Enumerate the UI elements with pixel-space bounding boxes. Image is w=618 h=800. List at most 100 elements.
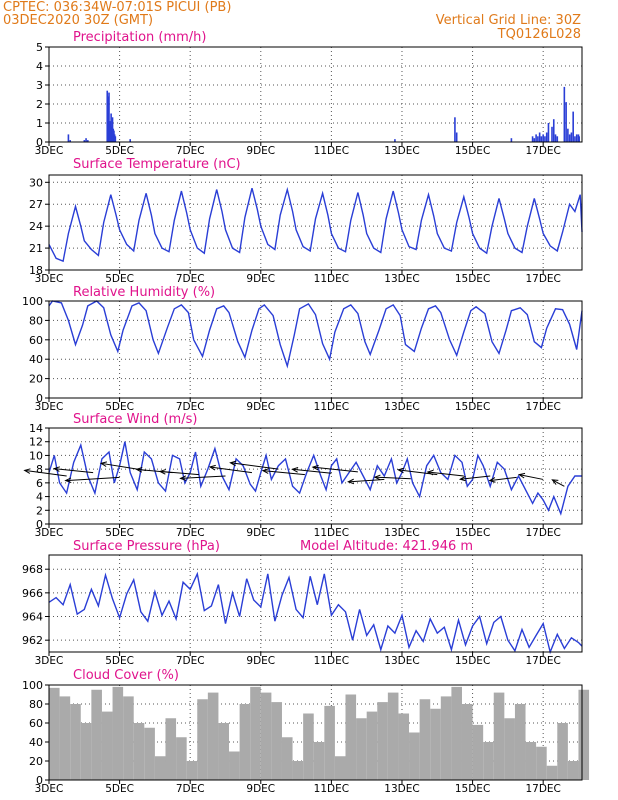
rh-ytick-label: 40 [29,353,43,366]
precip-bar [563,86,566,142]
precip-bar [106,90,109,142]
precip-bar [535,134,537,142]
wind-xtick-label: 9DEC [246,527,275,539]
precip-bar [542,134,544,142]
cloud-bar [250,686,261,780]
wind-xtick-label: 15DEC [455,527,490,539]
wind-ytick-label: 8 [36,463,43,476]
cloud-xtick-label: 7DEC [176,783,205,795]
cloud-bar [313,742,325,780]
pres-xtick-label: 3DEC [35,655,64,667]
wind-ytick-label: 12 [29,436,43,449]
wind-vector-head [229,460,237,467]
cloud-bar [218,723,230,780]
wind-vector [209,466,253,474]
wind-title: Surface Wind (m/s) [73,412,197,427]
temp-xtick-label: 3DEC [35,273,64,285]
precip-bar [572,111,574,142]
cloud-bar [461,704,473,780]
wind-vector [292,468,332,474]
cloud-bar [112,686,124,780]
precip-ytick-label: 3 [36,79,43,92]
precip-xtick-label: 5DEC [105,145,134,157]
rh-ytick-label: 100 [22,295,43,308]
cloud-xtick-label: 13DEC [384,783,419,795]
pres-subtitle: Model Altitude: 421.946 m [300,539,473,554]
precip-bar [565,102,567,142]
cloud-bar [123,696,134,780]
rh-xtick-label: 17DEC [525,401,560,413]
cloud-ytick-label: 100 [22,679,43,692]
cloud-bar [567,761,579,780]
cloud-xtick-label: 3DEC [35,783,64,795]
wind-vector [65,476,120,482]
precip-bar [578,136,580,142]
wind-vector [312,466,358,473]
precip-bar [455,132,458,142]
wind-xtick-label: 17DEC [525,527,560,539]
pres-xtick-label: 17DEC [525,655,560,667]
cloud-bar [281,737,293,780]
wind-vector [348,478,385,483]
precip-ytick-label: 5 [36,41,43,54]
wind-xtick-label: 5DEC [105,527,134,539]
pres-xtick-label: 5DEC [105,655,134,667]
cloud-bar [483,742,494,780]
cloud-bar [239,704,251,780]
pres-xtick-label: 7DEC [176,655,205,667]
wind-vector-head [64,477,72,484]
cloud-bar [271,702,282,780]
wind-vector-head [311,464,319,471]
wind-vector-head [426,469,434,476]
precip-bar [537,136,539,142]
cloud-bar [154,756,166,780]
precip-ytick-label: 4 [36,60,43,73]
cloud-xtick-label: 11DEC [314,783,349,795]
rh-ytick-label: 80 [29,314,43,327]
rh-xtick-label: 5DEC [105,401,134,413]
wind-vector-head [551,479,559,485]
precip-bar [574,136,576,142]
rh-title: Relative Humidity (%) [73,285,215,300]
header-line2-left: 03DEC2020 30Z (GMT) [3,13,154,28]
rh-frame [48,300,583,399]
temp-ytick-label: 27 [29,198,43,211]
precip-bar [533,138,536,142]
temp-xtick-label: 11DEC [314,273,349,285]
precip-bar [545,132,548,142]
wind-series-line [48,441,582,516]
rh-ytick-label: 0 [36,392,43,405]
precip-bar [69,140,71,142]
cloud-bar [59,696,71,780]
temp-xtick-label: 9DEC [246,273,275,285]
temp-ytick-label: 24 [29,220,43,233]
pres-ytick-label: 966 [22,587,43,600]
precip-ytick-label: 1 [36,117,43,130]
cloud-ytick-label: 80 [29,698,43,711]
pres-xtick-label: 9DEC [246,655,275,667]
temp-ytick-label: 18 [29,264,43,277]
cloud-bar [398,713,410,780]
rh-ytick-label: 20 [29,373,43,386]
precip-bar [552,119,555,142]
temp-xtick-label: 17DEC [525,273,560,285]
temp-xtick-label: 5DEC [105,273,134,285]
precip-bar [540,136,543,142]
cloud-bar [525,742,537,780]
cloud-bar [366,711,378,780]
temp-xtick-label: 15DEC [455,273,490,285]
wind-vector-head [397,467,405,474]
pres-ytick-label: 968 [22,563,43,576]
cloud-bar [324,705,335,780]
cloud-title: Cloud Cover (%) [73,668,179,683]
cloud-bar [197,699,208,780]
precip-bar [544,136,546,142]
wind-vector-head [52,466,61,472]
cloud-xtick-label: 5DEC [105,783,134,795]
cloud-ytick-label: 20 [29,755,43,768]
wind-vector [460,475,491,480]
precip-bar [538,132,541,142]
wind-vector-head [347,478,355,485]
rh-ytick-label: 60 [29,334,43,347]
wind-ytick-label: 6 [36,477,43,490]
